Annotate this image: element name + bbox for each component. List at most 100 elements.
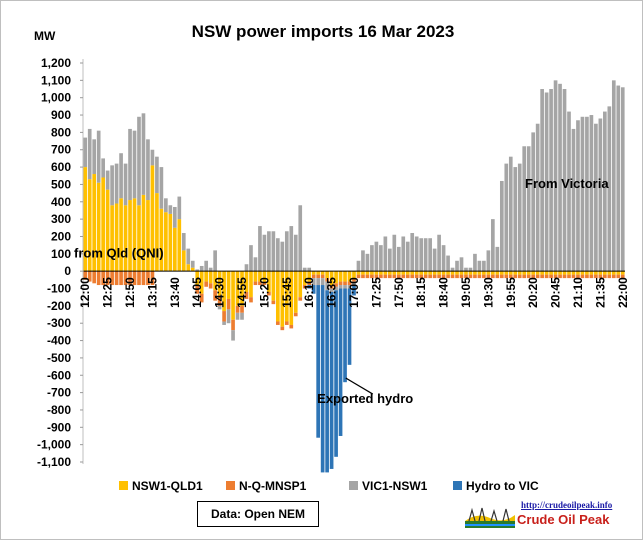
bar-vic1-nsw1-112 [585,116,589,272]
bar-nsw1-qld1-86 [468,271,473,275]
bar-n-q-mnsp1-36 [244,291,249,299]
bar-n-q-mnsp1-47 [293,312,298,317]
bar-n-q-mnsp1-87 [473,274,477,279]
x-tick-label: 15:45 [280,277,294,308]
bar-vic1-nsw1-56 [334,286,338,291]
bar-n-q-mnsp1-113 [589,274,594,279]
bar-nsw1-qld1-9 [123,205,128,272]
bar-vic1-nsw1-103 [544,92,549,272]
bar-vic1-nsw1-115 [598,118,603,272]
bar-vic1-nsw1-23 [186,248,191,265]
bar-vic1-nsw1-5 [105,170,110,190]
bar-n-q-mnsp1-31 [222,311,226,322]
bar-vic1-nsw1-10 [128,128,132,201]
x-tick-label: 14:05 [190,277,204,308]
bar-n-q-mnsp1-75 [419,274,424,279]
x-tick-label: 20:45 [549,277,563,308]
bar-vic1-nsw1-22 [181,233,186,251]
bar-vic1-nsw1-46 [289,226,294,272]
y-tick-labels: -1,100 -1,000 -900 -800 -700 -600 -500 -400 -300… [37,56,71,469]
bar-hydro-to-vic-60 [352,285,356,296]
x-tick-label: 14:55 [235,277,249,308]
bar-nsw1-qld1-2 [92,174,97,272]
bar-n-q-mnsp1-86 [468,274,473,279]
bar-n-q-mnsp1-44 [280,326,285,331]
bar-nsw1-qld1-58 [343,271,347,282]
data-source-box: Data: Open NEM [197,501,319,527]
bar-vic1-nsw1-78 [432,248,437,272]
bar-n-q-mnsp1-26 [199,293,204,303]
bar-nsw1-qld1-37 [249,271,253,298]
bar-vic1-nsw1-107 [562,89,567,272]
logo-url-link[interactable]: http://crudeoilpeak.info [521,500,613,510]
bar-nsw1-qld1-35 [240,271,244,306]
bar-n-q-mnsp1-104 [549,274,553,279]
bar-n-q-mnsp1-101 [535,274,540,279]
bar-vic1-nsw1-96 [513,167,518,272]
bar-nsw1-qld1-14 [146,200,150,272]
annotations: from Qld (QNI) From Victoria Exported hydr… [74,176,609,406]
bar-hydro-to-vic-57 [338,288,343,436]
bar-nsw1-qld1-7 [114,203,119,272]
bar-nsw1-qld1-5 [105,189,110,272]
bar-vic1-nsw1-42 [271,231,276,272]
bar-n-q-mnsp1-53 [320,274,325,279]
y-tick-label: -400 [47,334,71,348]
bar-vic1-nsw1-52 [316,278,320,286]
bar-n-q-mnsp1-99 [526,274,531,279]
bar-vic1-nsw1-29 [213,250,217,272]
bar-nsw1-qld1-60 [352,271,356,279]
bar-vic1-nsw1-69 [392,234,397,272]
legend-swatch-2 [349,481,358,490]
bar-vic1-nsw1-25 [195,269,200,272]
y-tick-label: 300 [51,212,71,226]
bar-n-q-mnsp1-73 [410,274,415,279]
crude-oil-peak-logo[interactable]: http://crudeoilpeak.info Crude Oil Peak [463,500,628,530]
bar-vic1-nsw1-73 [410,233,415,272]
bar-n-q-mnsp1-9 [123,271,128,286]
bar-n-q-mnsp1-59 [347,281,352,286]
bar-nsw1-qld1-67 [383,271,388,275]
bar-nsw1-qld1-24 [190,267,195,272]
bar-n-q-mnsp1-114 [594,274,598,279]
bar-n-q-mnsp1-41 [267,291,271,296]
bar-n-q-mnsp1-109 [571,274,576,279]
bar-n-q-mnsp1-54 [325,278,329,282]
bar-vic1-nsw1-71 [401,236,406,272]
bar-nsw1-qld1-68 [388,271,392,275]
bar-nsw1-qld1-102 [540,271,544,275]
bar-n-q-mnsp1-25 [195,285,200,294]
y-tick-label: -300 [47,316,71,330]
y-tick-label: 800 [51,125,71,139]
bar-nsw1-qld1-116 [603,271,607,275]
bar-nsw1-qld1-84 [459,271,464,275]
x-tick-label: 19:55 [504,277,518,308]
bar-n-q-mnsp1-48 [298,297,303,301]
bar-nsw1-qld1-77 [428,271,432,275]
bar-vic1-nsw1-100 [531,132,536,272]
bar-vic1-nsw1-119 [616,85,621,272]
y-tick-label: -1,100 [37,455,71,469]
bar-n-q-mnsp1-5 [105,271,110,286]
bar-n-q-mnsp1-111 [580,274,585,279]
bar-hydro-to-vic-59 [347,288,352,365]
bar-nsw1-qld1-53 [320,271,325,275]
bar-vic1-nsw1-60 [352,281,356,286]
bar-n-q-mnsp1-108 [567,274,571,279]
bar-n-q-mnsp1-112 [585,274,589,279]
bar-vic1-nsw1-80 [441,245,446,272]
bar-vic1-nsw1-11 [132,130,137,199]
bar-vic1-nsw1-14 [146,139,150,201]
bar-vic1-nsw1-113 [589,115,594,272]
bar-vic1-nsw1-108 [567,111,571,272]
bar-vic1-nsw1-54 [325,281,329,291]
bar-nsw1-qld1-51 [311,271,316,275]
bar-n-q-mnsp1-33 [231,319,235,331]
bar-n-q-mnsp1-49 [302,285,307,289]
bar-vic1-nsw1-79 [437,234,441,272]
bar-vic1-nsw1-84 [459,257,464,272]
bar-nsw1-qld1-21 [177,219,182,272]
bar-nsw1-qld1-103 [544,271,549,275]
bar-vic1-nsw1-116 [603,111,607,272]
bar-n-q-mnsp1-3 [96,271,101,286]
